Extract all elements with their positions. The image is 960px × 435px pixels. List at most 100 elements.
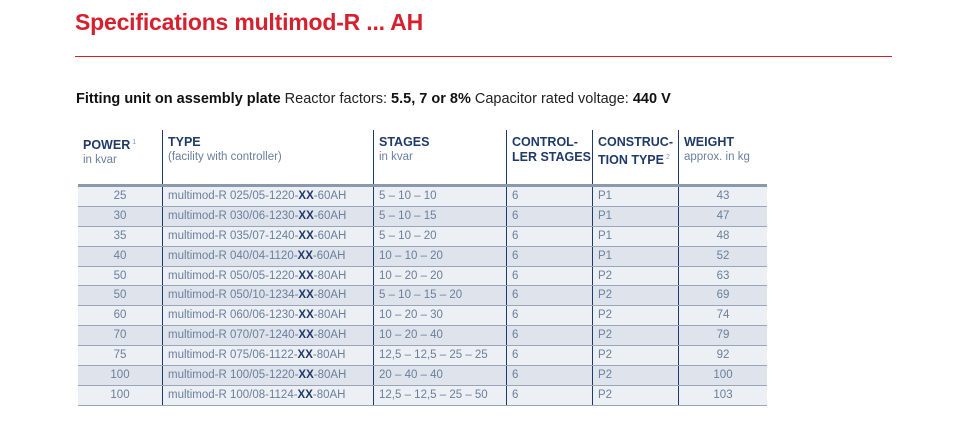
cell-weight: 48 [678,226,767,246]
cell-type-suffix: -60AH [312,249,346,262]
capacitor-label: Capacitor rated voltage: [474,91,629,107]
cell-construction-type: P1 [592,206,678,226]
table-row: 40 multimod-R 040/04-1120-XX-60AH 10 – 10 … [78,246,767,267]
spec-table: POWER 1 in kvar TYPE (facility with contr… [78,130,767,406]
cell-type-suffix: -60AH [313,209,347,222]
title-divider [75,56,892,57]
cell-type-prefix: multimod-R 030/06-1230- [168,209,299,222]
table-row: 100 multimod-R 100/05-1220-XX-80AH 20 – 40… [78,366,767,386]
table-row: 75 multimod-R 075/06-1122-XX-80AH 12,5 – 1… [78,346,767,367]
cell-type: multimod-R 100/05-1220-XX-80AH [162,366,373,385]
cell-weight: 47 [678,206,767,226]
cell-type: multimod-R 025/05-1220-XX-60AH [162,187,373,206]
table-body: 25 multimod-R 025/05-1220-XX-60AH 5 – 10 –… [78,187,767,406]
cell-stages: 10 – 20 – 40 [373,326,506,346]
cell-type-prefix: multimod-R 070/07-1240- [168,329,299,342]
cell-stages: 5 – 10 – 20 [373,226,506,246]
cell-controller-stages: 6 [506,266,592,286]
cell-type-code: XX [298,190,314,202]
cell-type-suffix: -60AH [313,229,347,242]
cell-type-prefix: multimod-R 050/10-1234- [168,289,299,302]
cell-weight: 92 [678,346,767,366]
cell-type: multimod-R 035/07-1240-XX-60AH [162,226,373,246]
cell-type-suffix: -80AH [313,329,347,342]
cell-type-suffix: -80AH [312,349,346,362]
cell-stages: 5 – 10 – 15 [373,206,506,226]
cell-type-prefix: multimod-R 075/06-1122- [168,349,298,362]
table-row: 30 multimod-R 030/06-1230-XX-60AH 5 – 10 –… [78,206,767,227]
cell-power: 25 [113,190,127,202]
cell-construction-type: P2 [592,286,678,306]
cell-power: 50 [113,289,127,302]
table-row: 50 multimod-R 050/10-1234-XX-80AH 5 – 10 –… [78,286,767,307]
cell-weight: 43 [678,187,767,206]
cell-stages: 10 – 20 – 20 [373,266,506,286]
cell-weight: 69 [678,286,767,306]
cell-type-prefix: multimod-R 100/05-1220- [168,369,299,382]
cell-controller-stages: 6 [506,326,592,346]
cell-controller-stages: 6 [506,246,592,266]
cell-type-code: XX [298,269,314,282]
cell-type-prefix: multimod-R 040/04-1120- [168,249,298,262]
cell-weight: 100 [678,366,767,385]
cell-construction-type: P2 [592,346,678,366]
cell-type: multimod-R 070/07-1240-XX-80AH [162,326,373,346]
header-construction-type: CONSTRUC- TION TYPE 2 [592,130,678,178]
cell-type-suffix: -80AH [312,388,346,401]
header-power-sub: in kvar [83,154,117,167]
header-power: POWER 1 in kvar [78,130,162,178]
cell-controller-stages: 6 [506,206,592,226]
cell-type-code: XX [298,369,314,382]
cell-power: 100 [110,369,130,382]
cell-type-suffix: -80AH [313,369,347,382]
cell-type-prefix: multimod-R 100/08-1124- [168,388,298,401]
cell-controller-stages: 6 [506,286,592,306]
cell-controller-stages: 6 [506,306,592,326]
cell-type-prefix: multimod-R 025/05-1220- [168,190,299,202]
cell-type-code: XX [298,209,314,222]
table-row: 100 multimod-R 100/08-1124-XX-80AH 12,5 – … [78,385,767,406]
capacitor-value: 440 V [632,91,671,107]
cell-power: 60 [113,309,127,322]
cell-type: multimod-R 060/06-1230-XX-80AH [162,306,373,326]
table-row: 50 multimod-R 050/05-1220-XX-80AH 10 – 20 … [78,266,767,287]
cell-power: 40 [113,249,127,262]
cell-weight: 63 [678,266,767,286]
header-weight-sub: approx. in kg [684,151,750,163]
cell-weight: 52 [678,246,767,266]
header-construction-note: 2 [665,154,670,161]
cell-power: 100 [110,388,130,401]
cell-type-suffix: -80AH [313,269,347,282]
cell-type: multimod-R 040/04-1120-XX-60AH [162,246,373,266]
cell-type-code: XX [298,289,314,302]
header-stages-sub: in kvar [379,151,413,163]
cell-power: 70 [113,329,127,342]
cell-type-code: XX [298,229,314,242]
cell-stages: 10 – 10 – 20 [373,246,506,266]
header-type-sub: (facility with controller) [168,151,282,163]
header-power-note: 1 [132,139,137,146]
cell-stages: 5 – 10 – 15 – 20 [373,286,506,306]
reactor-label: Reactor factors: [284,91,388,107]
cell-type: multimod-R 100/08-1124-XX-80AH [162,385,373,405]
table-row: 25 multimod-R 025/05-1220-XX-60AH 5 – 10 –… [78,187,767,207]
cell-construction-type: P1 [592,246,678,266]
cell-type-prefix: multimod-R 050/05-1220- [168,269,299,282]
cell-type-code: XX [297,349,313,362]
header-rule [78,184,767,187]
header-controller-title: CONTROL- [512,135,578,149]
cell-stages: 20 – 40 – 40 [373,366,506,385]
cell-type-suffix: -60AH [313,190,347,202]
header-gap [78,178,767,184]
cell-type-code: XX [298,329,314,342]
cell-stages: 10 – 20 – 30 [373,306,506,326]
cell-construction-type: P2 [592,306,678,326]
header-power-title: POWER [83,138,131,153]
cell-controller-stages: 6 [506,346,592,366]
header-stages: STAGES in kvar [373,130,506,178]
header-controller-stages: CONTROL- LER STAGES [506,130,592,178]
header-stages-title: STAGES [379,135,430,149]
cell-power: 75 [113,349,127,362]
cell-type: multimod-R 050/10-1234-XX-80AH [162,286,373,306]
header-type-title: TYPE [168,135,201,149]
